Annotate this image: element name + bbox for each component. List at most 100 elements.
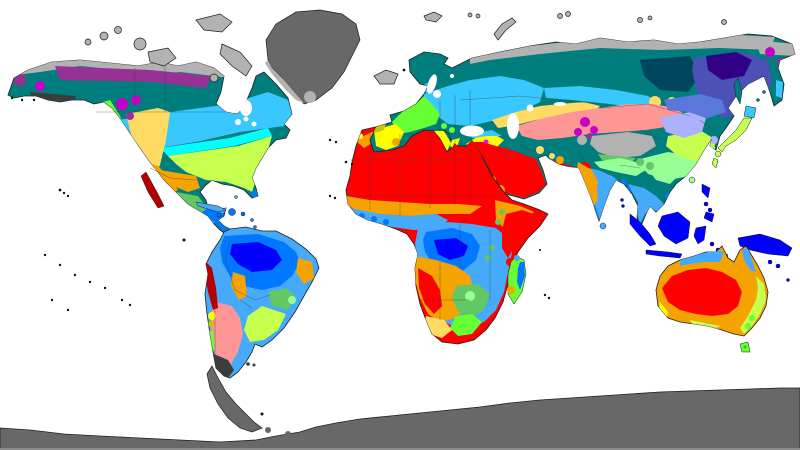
climate-patch [574, 128, 582, 136]
region-east-coast-subtropical [740, 276, 766, 334]
island-cape-verde [328, 194, 332, 198]
great-lake [243, 116, 249, 122]
africa [345, 121, 549, 345]
island-hawaii [66, 194, 70, 198]
region-midwest-hot-continental [160, 128, 272, 156]
region-south-china-subtropical [636, 152, 700, 180]
island-taiwan [711, 157, 719, 169]
south-america [182, 226, 320, 379]
island-polynesia [128, 303, 132, 307]
island-sakhalin [733, 77, 743, 105]
region-manchuria-dry-winter [664, 94, 726, 118]
climate-patch [587, 133, 593, 139]
island-wrangel [721, 19, 727, 25]
region-congo-rainforest-core [434, 238, 468, 260]
region-patagonia-cold-desert [211, 302, 243, 374]
region-southeast-africa-highland [452, 284, 490, 318]
region-north-anatolia [470, 130, 502, 138]
island-azores [328, 138, 332, 142]
island-iceland [373, 69, 399, 85]
island-bahamas [234, 195, 238, 199]
region-deccan-interior [584, 178, 598, 208]
island-solomons [775, 263, 781, 269]
island-severnaya-zemlya [565, 11, 571, 17]
island-jamaica [216, 212, 222, 218]
region-yunnan-highland [636, 158, 644, 166]
island-new-siberian [637, 17, 643, 23]
region-namib-kalahari-desert [418, 268, 442, 314]
island-cape-verde [333, 196, 337, 200]
region-central-chile-mediterranean [208, 312, 216, 320]
island-sri-lanka [599, 222, 607, 230]
island-mauritius [543, 293, 547, 297]
great-lake [251, 121, 257, 127]
island-kuril [762, 90, 766, 94]
climate-patch [465, 291, 475, 301]
island-hainan [688, 176, 696, 184]
island-polynesia [58, 263, 62, 267]
island-new-siberian [647, 15, 653, 21]
caribbean-islands [195, 195, 258, 235]
region-kazakh-steppe [492, 102, 600, 128]
climate-patch [208, 321, 214, 327]
island-sumatra [629, 213, 657, 247]
climate-patch [577, 135, 587, 145]
island-polynesia [120, 298, 124, 302]
island-visayas [707, 207, 713, 213]
island-cuba [195, 201, 227, 213]
climate-patch [765, 47, 775, 57]
island-azores [334, 140, 338, 144]
island-polynesia [66, 308, 70, 312]
island-polynesia [103, 286, 107, 290]
island-severnaya-zemlya [557, 13, 563, 19]
climate-patch [14, 74, 26, 86]
hudson-bay-south [240, 100, 252, 116]
region-ethiopian-highland [495, 219, 501, 225]
island-java [645, 249, 683, 259]
island-southampton [209, 73, 219, 83]
hudson-bay [221, 79, 247, 113]
antarctic-island [260, 412, 264, 416]
climate-patch [646, 162, 654, 170]
arctic-island [84, 38, 92, 46]
island-baffin [219, 43, 253, 77]
island-madagascar [507, 255, 527, 305]
madagascar-north [514, 255, 520, 261]
climate-patch [749, 315, 755, 321]
madagascar-east-coast [517, 262, 525, 290]
arctic-island [99, 31, 109, 41]
madagascar-southwest [507, 286, 515, 294]
region-nw-canada-dry-subarctic [55, 66, 212, 88]
region-guinea-coast [383, 219, 389, 225]
greenland-and-arctic [84, 9, 727, 105]
island-mindanao [703, 211, 715, 223]
island-luzon [701, 183, 711, 199]
climate-patch [35, 81, 45, 91]
region-pamir-patch [590, 126, 598, 134]
region-tibetan-plateau-tundra [590, 132, 656, 158]
region-southeast-spain-semi-arid [392, 138, 400, 146]
region-north-china-dry-winter [660, 112, 706, 138]
region-kamchatka-strip [776, 80, 783, 98]
island-seychelles [539, 249, 541, 251]
island-visayas [703, 201, 709, 207]
lake-ladoga [450, 74, 454, 78]
island-andaman [621, 204, 625, 208]
maritime-southeast-asia [599, 183, 793, 282]
region-south-florida-tropics [251, 190, 259, 198]
region-west-africa-savanna [350, 208, 448, 230]
climate-patch [131, 95, 141, 105]
climate-patch [549, 153, 555, 159]
island-novaya-zemlya [493, 17, 517, 41]
island-canary [350, 162, 354, 166]
island-hokkaido [743, 105, 757, 119]
island-kuril [756, 98, 760, 102]
island-faroe [402, 68, 406, 72]
island-canary [344, 160, 348, 164]
region-chaco-semi-arid [231, 272, 247, 300]
island-svalbard [423, 11, 443, 23]
island-banks [133, 37, 147, 51]
island-borneo [657, 211, 691, 245]
region-top-end-savanna [680, 250, 724, 266]
